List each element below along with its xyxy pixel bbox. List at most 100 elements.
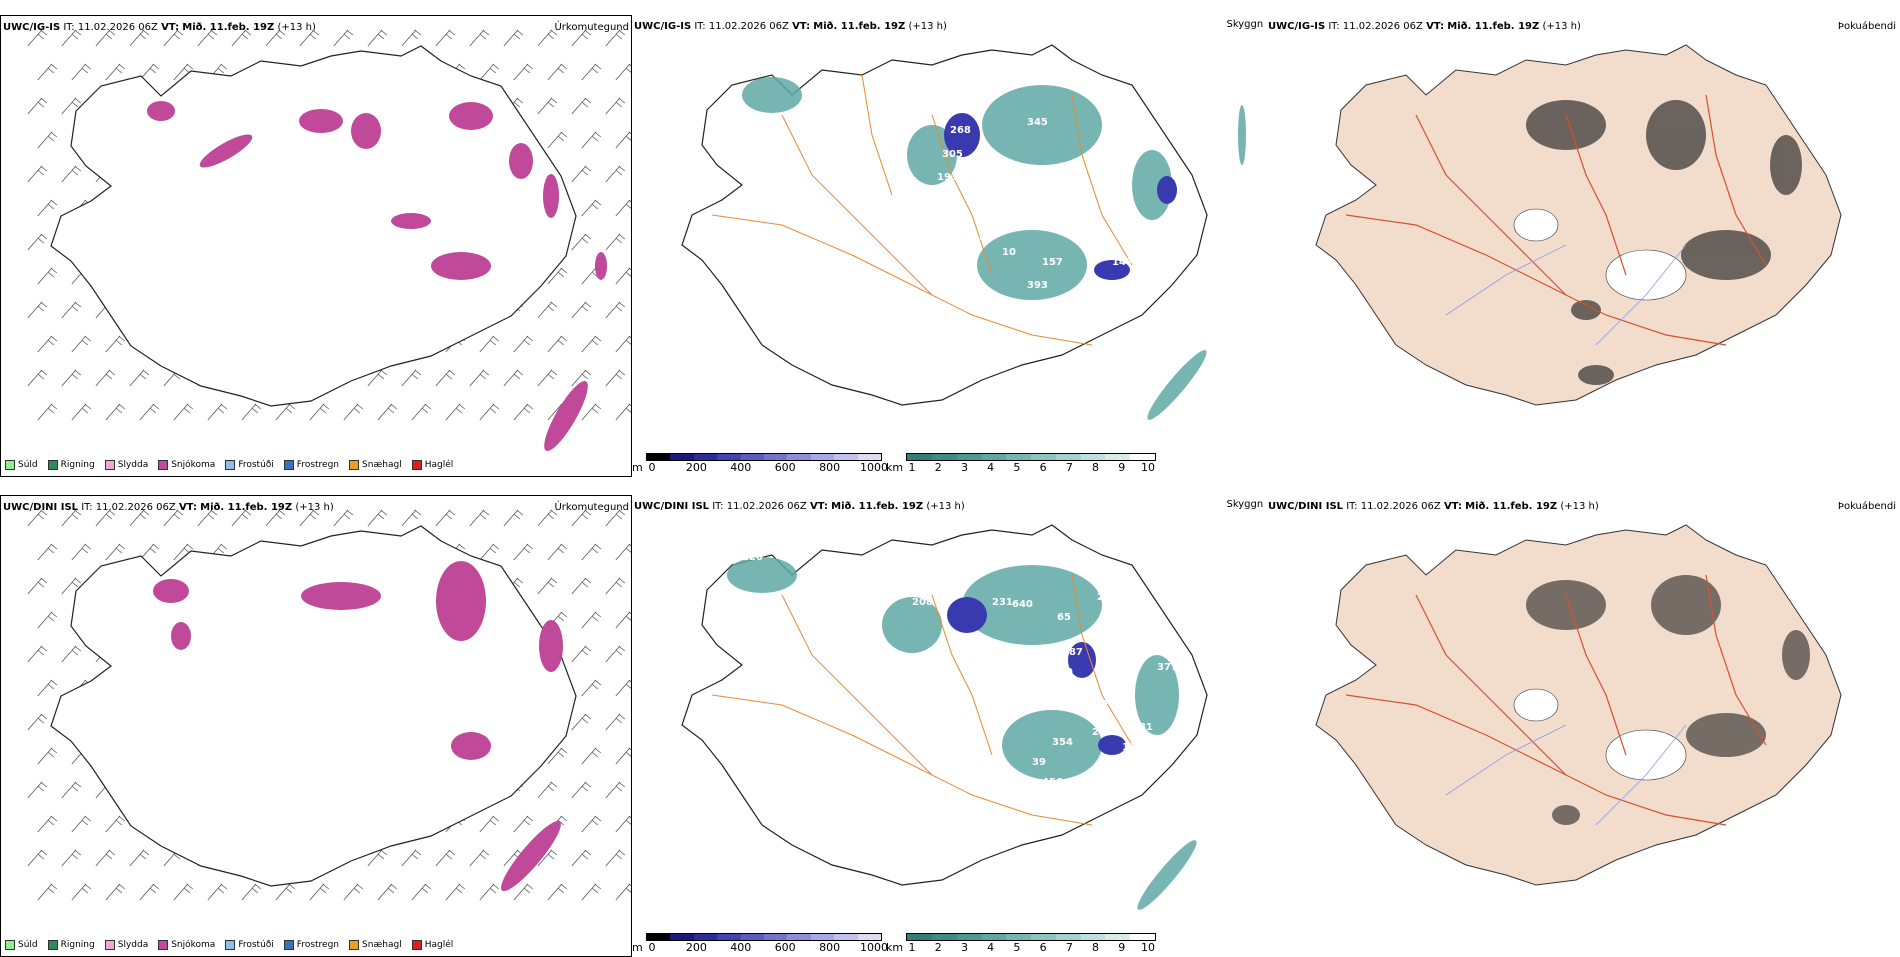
colorbar-segment bbox=[717, 454, 741, 460]
wind-barb bbox=[605, 233, 626, 251]
wind-barb bbox=[163, 29, 184, 47]
legend-swatch bbox=[47, 460, 58, 470]
wind-barb bbox=[435, 369, 456, 387]
wind-barb bbox=[27, 97, 48, 115]
legend-swatch bbox=[349, 940, 360, 950]
legend-item: Slydda bbox=[104, 940, 148, 950]
visibility-value-label: 281 bbox=[1132, 722, 1153, 733]
legend-label: Frostúði bbox=[238, 940, 274, 950]
wind-barb bbox=[469, 29, 490, 47]
colorbar-segment bbox=[931, 934, 957, 940]
colorbar-segment bbox=[931, 454, 957, 460]
colorbar-tick: 1 bbox=[908, 461, 916, 474]
wind-barb bbox=[309, 403, 330, 421]
visibility-values: 103 337 268 345 305 193 303 18 23 157 147 393 479 10 1… bbox=[727, 102, 1146, 310]
colorbar-tick: 600 bbox=[774, 461, 796, 474]
wind-barb bbox=[61, 577, 82, 595]
rivers bbox=[1445, 244, 1687, 346]
wind-barb bbox=[401, 29, 422, 47]
visibility-values: 226 27 208 388 231 640 202 65 387 140 278 230 204 377… bbox=[742, 552, 1178, 788]
legend-swatch bbox=[5, 460, 15, 470]
visibility-colorbar: km 1 2 3 4 5 6 7 8 9 10 bbox=[886, 931, 1156, 955]
wind-barb bbox=[129, 849, 150, 867]
colorbar-segment bbox=[717, 934, 741, 940]
colorbar-tick: 2 bbox=[934, 461, 942, 474]
wind-barb bbox=[37, 199, 58, 217]
colorbar-segment bbox=[740, 934, 765, 940]
colorbar-tick: 4 bbox=[987, 461, 995, 474]
colorbar-segment bbox=[787, 454, 811, 460]
wind-barb bbox=[469, 849, 490, 867]
visibility-value-label: 345 bbox=[1027, 117, 1048, 128]
visibility-value-label: 157 bbox=[1042, 257, 1063, 268]
wind-barb bbox=[479, 883, 500, 901]
wind-barb bbox=[265, 29, 286, 47]
road-network bbox=[1345, 94, 1767, 346]
wind-barb bbox=[27, 645, 48, 663]
wind-barb bbox=[27, 369, 48, 387]
wind-barb bbox=[537, 301, 558, 319]
wind-barb bbox=[503, 369, 524, 387]
height-colorbar: m 0 200 400 600 800 1000 bbox=[632, 931, 888, 955]
panel-header: UWC/IG-IS IT: 11.02.2026 06Z VT: Mið. 11… bbox=[634, 21, 947, 32]
precip-legend: Súld Rigning Slydda Snjókoma Frostúði Frostre… bbox=[5, 460, 453, 470]
iceland-map bbox=[27, 29, 631, 451]
wind-barb bbox=[537, 369, 558, 387]
visibility-value-label: 230 bbox=[1102, 699, 1123, 710]
iceland-map: 226 27 208 388 231 640 202 65 387 140 278 230 204 377… bbox=[681, 524, 1208, 910]
colorbar-segment bbox=[1080, 934, 1106, 940]
visibility-value-label: 377 bbox=[1157, 662, 1178, 673]
wind-barb bbox=[411, 883, 432, 901]
wind-barb bbox=[367, 29, 388, 47]
panel-header: UWC/DINI ISL IT: 11.02.2026 06Z VT: Mið.… bbox=[3, 502, 334, 513]
wind-barb bbox=[615, 131, 631, 149]
visibility-value-label: 134 bbox=[1122, 742, 1143, 753]
wind-barb bbox=[61, 97, 82, 115]
iceland-map bbox=[1315, 524, 1842, 886]
wind-barb bbox=[547, 335, 568, 353]
visibility-value-label: 354 bbox=[1052, 737, 1073, 748]
colorbar-segment bbox=[857, 454, 882, 460]
wind-barb bbox=[537, 577, 558, 595]
legend-item: Rigning bbox=[47, 940, 95, 950]
visibility-value-label: 147 bbox=[1112, 257, 1133, 268]
wind-barb bbox=[571, 29, 592, 47]
legend-item: Frostúði bbox=[225, 940, 274, 950]
visibility-value-label: 456 bbox=[1042, 777, 1063, 788]
wind-barb bbox=[445, 403, 466, 421]
wind-barb bbox=[435, 509, 456, 527]
wind-barb bbox=[581, 883, 602, 901]
wind-barb bbox=[581, 403, 602, 421]
wind-barb bbox=[37, 747, 58, 765]
legend-swatch bbox=[283, 940, 294, 950]
colorbar-segment bbox=[647, 934, 671, 940]
road-network bbox=[711, 574, 1133, 826]
colorbar-segment bbox=[1130, 934, 1155, 940]
colorbar-tick: 800 bbox=[819, 461, 841, 474]
wind-barb bbox=[105, 335, 126, 353]
visibility-value-label: 479 bbox=[1042, 299, 1063, 310]
precip-type-panel-row2: UWC/DINI ISL IT: 11.02.2026 06Z VT: Mið.… bbox=[0, 495, 632, 957]
legend-item: Haglél bbox=[411, 940, 453, 950]
wind-barb bbox=[61, 509, 82, 527]
wind-barb bbox=[241, 403, 262, 421]
panel-header: UWC/IG-IS IT: 11.02.2026 06Z VT: Mið. 11… bbox=[1268, 21, 1581, 32]
visibility-value-label: 10 bbox=[1002, 247, 1016, 258]
wind-barb bbox=[615, 747, 631, 765]
colorbar-segment bbox=[1055, 454, 1081, 460]
panel-header: UWC/IG-IS IT: 11.02.2026 06Z VT: Mið. 11… bbox=[3, 22, 316, 33]
wind-barb bbox=[173, 883, 194, 901]
colorbar-tick: 0 bbox=[648, 941, 656, 954]
colorbar-tick: 1 bbox=[908, 941, 916, 954]
wind-barb bbox=[377, 883, 398, 901]
wind-barb bbox=[95, 29, 116, 47]
fog-panel-row2: UWC/DINI ISL IT: 11.02.2026 06Z VT: Mið.… bbox=[1266, 495, 1898, 957]
wind-barb bbox=[615, 335, 631, 353]
legend-label: Frostregn bbox=[296, 940, 340, 950]
visibility-value-label: 140 bbox=[1052, 667, 1073, 678]
wind-barb bbox=[27, 233, 48, 251]
visibility-value-label: 103 bbox=[727, 119, 748, 130]
visibility-value-label: 231 bbox=[992, 597, 1013, 608]
legend-swatch bbox=[104, 460, 115, 470]
legend-item: Snæhagl bbox=[349, 940, 402, 950]
